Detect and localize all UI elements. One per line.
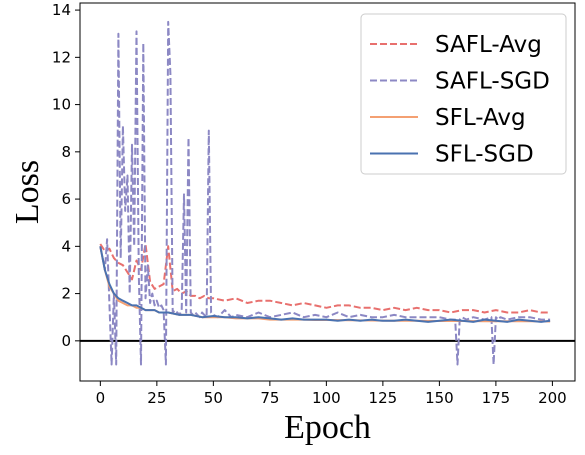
x-tick-label: 75 (260, 389, 279, 407)
x-tick-label: 175 (482, 389, 511, 407)
y-tick-label: 10 (52, 96, 71, 114)
legend-label: SFL-SGD (435, 142, 534, 168)
x-axis-label: Epoch (284, 409, 371, 446)
x-tick-label: 200 (538, 389, 567, 407)
legend: SAFL-Avg SAFL-SGD SFL-Avg SFL-SGD (360, 13, 567, 175)
y-tick-label: 12 (52, 48, 71, 66)
y-tick-label: 14 (52, 1, 71, 19)
plot-area (80, 20, 575, 366)
y-axis-label: Loss (9, 160, 46, 224)
y-tick-label: 0 (61, 332, 71, 350)
x-tick-label: 25 (147, 389, 166, 407)
legend-label: SAFL-SGD (435, 69, 550, 95)
y-tick-label: 4 (61, 237, 71, 255)
x-tick-label: 125 (369, 389, 398, 407)
series-line-sfl-sgd (99, 246, 551, 323)
y-tick-label: 6 (61, 190, 71, 208)
x-tick-label: 50 (204, 389, 223, 407)
x-tick-label: 0 (96, 389, 106, 407)
series-line-safl-sgd (99, 20, 551, 366)
legend-box (360, 13, 567, 175)
x-tick-label: 150 (425, 389, 454, 407)
y-tick-label: 2 (61, 285, 71, 303)
series-line-safl-avg (99, 243, 551, 314)
legend-label: SFL-Avg (435, 105, 526, 131)
x-tick-label: 100 (312, 389, 341, 407)
plot-frame (79, 2, 576, 382)
y-tick-label: 8 (61, 143, 71, 161)
axes: 0 25 50 75 100 125 150 175 200 0 2 4 6 8 10 12 14 (52, 1, 576, 407)
legend-label: SAFL-Avg (435, 32, 542, 58)
